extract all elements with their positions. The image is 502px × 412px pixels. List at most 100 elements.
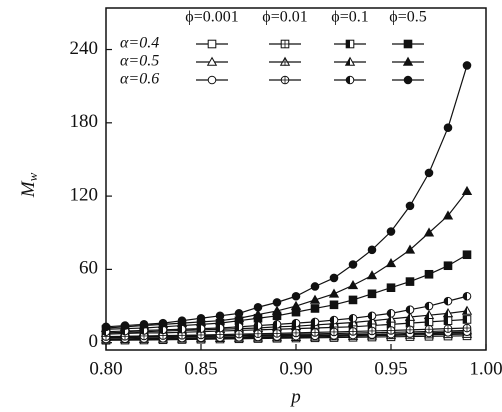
marker — [443, 123, 453, 132]
marker — [291, 291, 301, 301]
marker-shape — [206, 56, 218, 66]
marker-half — [443, 309, 448, 317]
marker — [367, 289, 377, 299]
marker-half — [387, 320, 391, 329]
marker — [207, 39, 217, 49]
marker — [462, 323, 472, 333]
marker — [402, 56, 414, 66]
marker — [443, 324, 453, 333]
marker — [403, 39, 413, 49]
marker — [347, 279, 359, 290]
marker-half — [254, 321, 258, 330]
marker — [462, 61, 472, 70]
x-axis-label: p — [289, 386, 301, 407]
marker-shape — [366, 270, 378, 280]
marker — [207, 75, 217, 85]
legend-column-label: ϕ=0.5 — [389, 9, 426, 26]
marker — [139, 326, 149, 335]
marker-half — [406, 305, 410, 314]
legend-column-label: ϕ=0.001 — [185, 9, 238, 26]
marker-shape — [402, 56, 414, 66]
marker — [233, 312, 245, 323]
x-tick-label: 0.80 — [89, 358, 122, 379]
marker-shape — [462, 61, 472, 70]
marker-half — [425, 318, 429, 326]
marker-shape — [386, 227, 396, 236]
marker-shape — [403, 75, 413, 85]
marker-half — [444, 316, 448, 325]
marker — [345, 39, 355, 49]
marker-half — [291, 321, 296, 330]
marker — [279, 56, 291, 66]
marker — [345, 75, 355, 85]
marker — [462, 291, 472, 301]
marker-shape — [385, 257, 397, 268]
marker-shape — [405, 277, 415, 286]
marker-half — [273, 320, 277, 329]
marker-half — [368, 312, 372, 320]
marker-shape — [215, 311, 225, 321]
marker-shape — [462, 250, 472, 260]
legend-row-label: α=0.5 — [120, 53, 159, 70]
marker-half — [310, 320, 315, 329]
marker — [120, 321, 130, 330]
marker — [234, 309, 244, 318]
marker — [253, 302, 263, 312]
marker-half — [386, 314, 391, 323]
marker — [386, 227, 396, 236]
marker-half — [387, 309, 391, 318]
marker — [348, 260, 358, 269]
marker-shape — [196, 313, 206, 323]
marker — [310, 282, 320, 291]
marker-half — [197, 324, 201, 333]
marker-half — [292, 319, 296, 327]
marker — [423, 227, 435, 237]
marker — [272, 298, 282, 307]
marker — [206, 56, 218, 66]
marker — [424, 317, 434, 327]
marker — [344, 56, 356, 66]
marker — [291, 328, 301, 338]
marker-half — [348, 318, 353, 326]
x-tick-label: 0.95 — [374, 358, 407, 379]
marker — [348, 295, 358, 305]
marker-shape — [405, 201, 415, 211]
marker-half — [216, 324, 220, 332]
y-tick-label: 120 — [70, 184, 99, 205]
legend-column-label: ϕ=0.01 — [262, 9, 307, 26]
marker — [196, 324, 206, 333]
legend-row-label: α=0.4 — [120, 35, 159, 52]
marker-shape — [253, 302, 263, 312]
marker — [405, 325, 415, 335]
marker — [348, 313, 358, 323]
marker — [442, 210, 454, 220]
marker — [272, 320, 282, 329]
marker-half — [462, 306, 467, 315]
marker-shape — [424, 269, 434, 279]
marker — [215, 323, 225, 333]
marker — [329, 273, 339, 283]
marker — [443, 261, 453, 271]
marker-half — [349, 322, 353, 331]
marker-shape — [367, 245, 377, 255]
marker — [177, 316, 187, 325]
marker — [405, 305, 415, 314]
marker-shape — [403, 39, 413, 49]
marker-shape — [252, 309, 264, 319]
marker-shape — [329, 273, 339, 283]
marker — [424, 301, 434, 311]
marker — [385, 313, 397, 323]
marker-half — [463, 292, 467, 301]
y-tick-label: 60 — [79, 258, 98, 279]
marker-shape — [442, 210, 454, 220]
marker — [386, 309, 396, 318]
marker-half — [425, 302, 429, 310]
marker — [291, 318, 301, 328]
marker — [366, 315, 378, 325]
marker — [280, 39, 290, 49]
marker — [290, 300, 302, 310]
marker — [367, 311, 377, 321]
marker — [424, 168, 434, 178]
marker — [101, 322, 111, 332]
marker — [271, 305, 283, 315]
